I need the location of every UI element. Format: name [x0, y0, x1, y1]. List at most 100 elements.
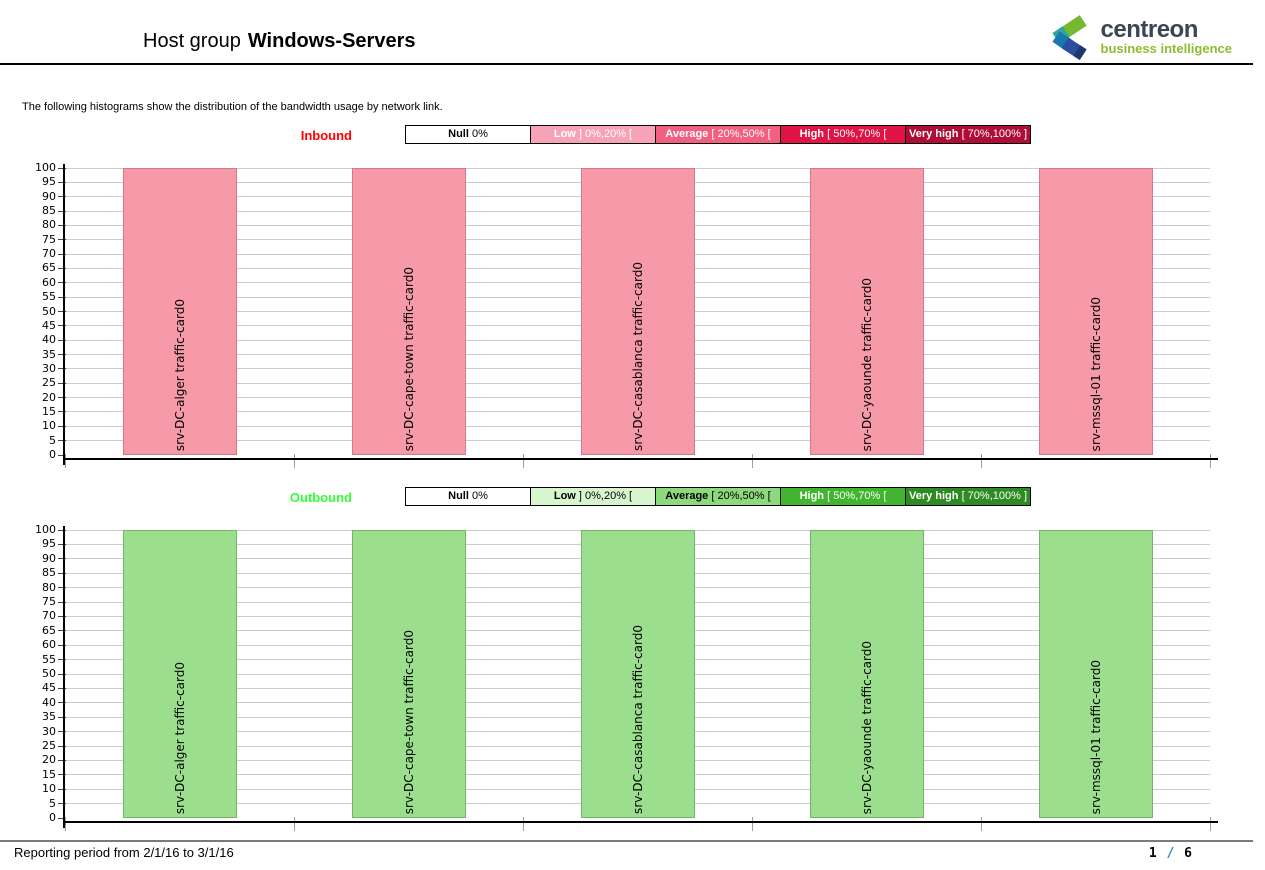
centreon-logo: centreon business intelligence	[1047, 14, 1233, 61]
y-axis-label: 80	[42, 580, 56, 594]
legend-class-range: [ 70%,100% ]	[958, 128, 1028, 140]
y-axis-tick	[58, 282, 66, 284]
y-axis-label: 75	[42, 595, 56, 608]
y-axis-tick	[58, 702, 66, 704]
legend-class-name: Average	[665, 490, 709, 502]
page-total: 6	[1184, 846, 1193, 861]
y-axis-tick	[58, 529, 66, 531]
legend-class-range: 0%	[468, 490, 488, 502]
y-axis-label: 45	[42, 681, 56, 695]
y-axis-label: 55	[42, 652, 56, 666]
y-axis-tick	[58, 745, 66, 747]
y-axis-label: 80	[42, 218, 56, 232]
page-number: 1 / 6	[1149, 846, 1193, 861]
y-axis-tick	[58, 181, 66, 183]
y-axis-label: 60	[42, 275, 56, 289]
y-axis-tick	[58, 411, 66, 413]
legend-cell-average: Average [ 20%,50% [	[655, 125, 781, 144]
legend-class-name: Very high	[908, 490, 959, 502]
y-axis-tick	[58, 210, 66, 212]
y-axis-tick	[58, 731, 66, 733]
y-axis-label: 0	[49, 448, 56, 461]
outbound-label: Outbound	[289, 490, 352, 505]
y-axis-label: 10	[42, 419, 56, 433]
y-axis-label: 45	[42, 318, 56, 332]
y-axis-tick	[58, 572, 66, 574]
legend-class-range: [ 50%,70% [	[824, 490, 887, 502]
logo-brand: centreon	[1100, 16, 1199, 44]
y-axis-tick	[58, 558, 66, 560]
y-axis-tick	[58, 267, 66, 269]
y-axis-label: 55	[42, 290, 56, 304]
y-axis-tick	[58, 774, 66, 776]
bar-label: srv-mssql-01 traffic-card0	[1088, 659, 1103, 814]
y-axis-tick	[58, 644, 66, 646]
y-axis-label: 5	[49, 433, 56, 447]
y-axis-tick	[58, 630, 66, 632]
bar-srv-DC-cape-town-traffic-card0: srv-DC-cape-town traffic-card0	[351, 530, 466, 818]
page-title: Host group Windows-Servers	[143, 30, 416, 53]
bar-srv-DC-cape-town-traffic-card0: srv-DC-cape-town traffic-card0	[351, 168, 466, 455]
legend-cell-very-high: Very high [ 70%,100% ]	[905, 487, 1031, 506]
y-axis-label: 70	[42, 247, 56, 261]
y-axis-label: 20	[42, 753, 56, 767]
y-axis-label: 85	[42, 204, 56, 218]
bar-label: srv-DC-yaounde traffic-card0	[859, 640, 874, 814]
y-axis-tick	[58, 425, 66, 427]
x-axis-tick	[980, 454, 982, 468]
x-axis-tick	[1209, 817, 1211, 831]
y-axis-label: 65	[42, 261, 56, 275]
y-axis-tick	[58, 354, 66, 356]
y-axis-label: 15	[42, 767, 56, 781]
reporting-period: Reporting period from 2/1/16 to 3/1/16	[14, 845, 234, 860]
y-axis-label: 65	[42, 623, 56, 637]
bar-srv-DC-alger-traffic-card0: srv-DC-alger traffic-card0	[122, 530, 237, 818]
x-axis-line	[63, 821, 1218, 823]
outbound-legend: Null 0% Low ] 0%,20% [Average [ 20%,50% […	[405, 487, 1031, 506]
centreon-c-mark-icon	[1051, 15, 1087, 60]
y-axis-tick	[58, 687, 66, 689]
legend-class-name: Very high	[908, 128, 959, 140]
bar-srv-DC-alger-traffic-card0: srv-DC-alger traffic-card0	[122, 168, 237, 455]
y-axis-label: 5	[49, 796, 56, 810]
y-axis-line	[63, 526, 65, 828]
y-axis-label: 40	[42, 695, 56, 709]
y-axis-tick	[58, 788, 66, 790]
bar-label: srv-DC-alger traffic-card0	[172, 661, 187, 814]
x-axis-tick	[980, 817, 982, 831]
inbound-legend: Null 0% Low ] 0%,20% [Average [ 20%,50% […	[405, 125, 1031, 144]
y-axis-label: 25	[42, 739, 56, 752]
y-axis-tick	[58, 311, 66, 312]
x-axis-tick	[293, 454, 295, 468]
y-axis-label: 40	[42, 333, 56, 347]
y-axis-label: 85	[42, 566, 56, 580]
legend-class-range: ] 0%,20% [	[575, 490, 633, 502]
legend-class-name: Null	[448, 490, 469, 502]
legend-class-range: ] 0%,20% [	[575, 128, 633, 140]
bar-srv-mssql-01-traffic-card0: srv-mssql-01 traffic-card0	[1038, 168, 1153, 455]
x-axis-tick	[522, 454, 524, 468]
legend-class-range: [ 50%,70% [	[824, 128, 887, 140]
y-axis-label: 90	[42, 189, 56, 203]
y-axis-tick	[58, 673, 66, 675]
y-axis-tick	[58, 368, 66, 370]
y-axis-label: 50	[42, 667, 56, 680]
y-axis-tick	[58, 339, 66, 341]
bar-srv-mssql-01-traffic-card0: srv-mssql-01 traffic-card0	[1038, 530, 1153, 818]
bar-srv-DC-casablanca-traffic-card0: srv-DC-casablanca traffic-card0	[580, 530, 695, 818]
logo-tagline: business intelligence	[1100, 41, 1233, 57]
y-axis-line	[63, 164, 65, 465]
y-axis-tick	[58, 397, 66, 399]
legend-cell-high: High [ 50%,70% [	[780, 487, 906, 506]
y-axis-label: 95	[42, 537, 56, 551]
legend-class-range: [ 70%,100% ]	[958, 490, 1028, 502]
y-axis-label: 70	[42, 609, 56, 623]
y-axis-tick	[58, 253, 66, 255]
y-axis-tick	[58, 601, 66, 603]
y-axis-tick	[58, 325, 66, 327]
y-axis-tick	[58, 587, 66, 589]
y-axis-label: 60	[42, 638, 56, 652]
page-current: 1	[1148, 846, 1158, 861]
footer-divider	[0, 840, 1253, 842]
bar-srv-DC-yaounde-traffic-card0: srv-DC-yaounde traffic-card0	[809, 168, 924, 455]
